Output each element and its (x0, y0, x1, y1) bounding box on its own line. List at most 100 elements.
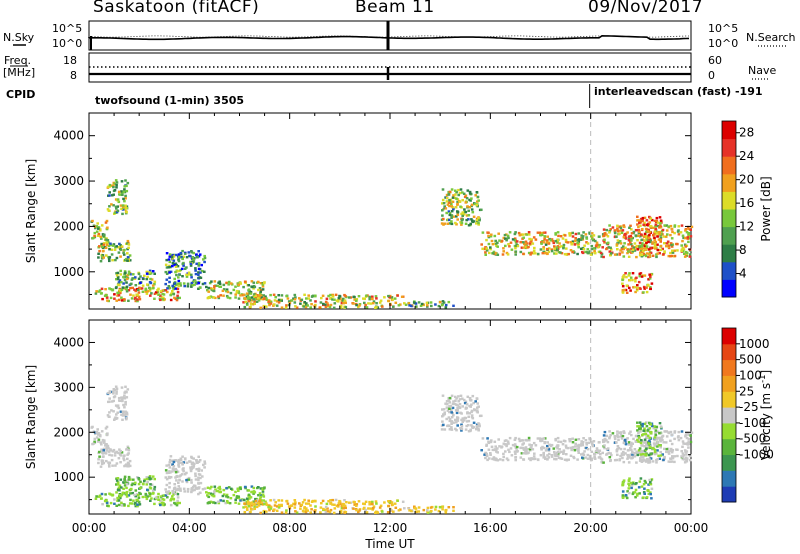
data-cell (490, 445, 494, 448)
data-cell (656, 248, 660, 252)
data-cell (542, 437, 546, 440)
data-cell (623, 225, 626, 229)
data-cell (154, 496, 158, 499)
data-cell (230, 487, 233, 490)
data-cell (647, 442, 651, 445)
data-cell (277, 301, 281, 304)
data-cell (123, 475, 127, 478)
data-cell (199, 481, 203, 485)
data-cell (120, 413, 123, 416)
data-cell (96, 222, 99, 225)
data-cell (454, 206, 458, 209)
data-cell (655, 219, 659, 223)
data-cell (130, 297, 134, 300)
data-cell (345, 501, 348, 504)
data-cell (635, 244, 639, 248)
data-cell (171, 254, 174, 257)
data-cell (269, 507, 273, 510)
data-cell (641, 247, 645, 250)
data-cell (686, 237, 690, 240)
data-cell (649, 452, 653, 456)
data-cell (656, 445, 659, 448)
data-cell (636, 219, 639, 222)
data-cell (687, 234, 690, 238)
data-cell (252, 295, 255, 298)
nave-label: Nave (748, 64, 777, 77)
data-cell (513, 444, 517, 448)
data-cell (576, 241, 579, 245)
data-cell (447, 300, 451, 304)
data-cell (594, 449, 598, 453)
data-cell (620, 453, 624, 457)
data-cell (655, 458, 658, 462)
data-cell (257, 494, 260, 497)
data-cell (166, 496, 169, 499)
data-cell (392, 510, 395, 513)
data-cell (177, 465, 181, 468)
data-cell (253, 300, 256, 303)
data-cell (631, 245, 634, 248)
data-cell (133, 493, 136, 497)
data-cell (180, 473, 184, 476)
data-cell (462, 419, 466, 422)
data-cell (468, 206, 471, 209)
data-cell (92, 236, 95, 240)
data-cell (675, 242, 678, 246)
data-cell (472, 421, 476, 424)
data-cell (504, 244, 507, 248)
data-cell (217, 295, 220, 298)
data-cell (95, 230, 99, 233)
data-cell (407, 507, 411, 510)
data-cell (622, 453, 625, 456)
data-cell (108, 183, 112, 187)
data-cell (642, 429, 645, 432)
data-cell (571, 437, 574, 440)
data-cell (556, 454, 559, 457)
data-cell (460, 429, 463, 432)
data-cell (648, 445, 652, 449)
data-cell (99, 260, 103, 263)
data-cell (201, 282, 205, 286)
data-cell (544, 449, 548, 452)
data-cell (450, 216, 453, 219)
data-cell (621, 282, 624, 285)
data-cell (637, 231, 641, 235)
data-cell (410, 509, 413, 513)
data-cell (662, 235, 665, 238)
data-cell (203, 462, 207, 465)
data-cell (632, 230, 636, 234)
data-cell (106, 444, 110, 448)
data-cell (117, 246, 120, 249)
data-cell (174, 287, 177, 290)
data-cell (547, 250, 551, 253)
data-cell (652, 427, 656, 430)
colorbar-frame (721, 327, 737, 503)
data-cell (641, 422, 645, 426)
data-cell (619, 432, 623, 435)
data-cell (117, 457, 121, 460)
data-cell (514, 253, 517, 256)
data-cell (414, 507, 418, 510)
data-cell (664, 441, 668, 444)
data-cell (450, 214, 453, 217)
data-cell (105, 449, 109, 452)
data-cell (174, 502, 178, 506)
data-cell (247, 500, 250, 504)
data-cell (116, 404, 120, 407)
data-cell (533, 457, 537, 461)
data-cell (117, 190, 121, 194)
data-cell (146, 495, 150, 498)
data-cell (580, 440, 583, 443)
data-cell (477, 217, 480, 220)
data-cell (444, 207, 448, 210)
data-cell (648, 439, 651, 442)
data-cell (259, 495, 262, 499)
data-cell (584, 456, 587, 459)
data-cell (115, 479, 119, 482)
data-cell (467, 209, 470, 212)
data-cell (252, 298, 255, 301)
data-cell (209, 287, 213, 290)
data-cell (99, 292, 103, 295)
data-cell (355, 503, 359, 506)
data-cell (178, 501, 181, 505)
